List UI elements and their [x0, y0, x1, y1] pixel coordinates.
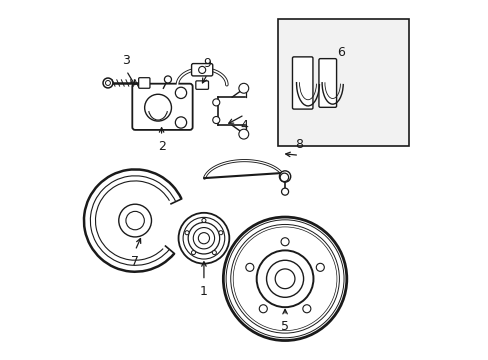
Text: 2: 2: [157, 140, 165, 153]
Circle shape: [275, 269, 294, 289]
Circle shape: [302, 305, 310, 313]
Text: 5: 5: [281, 320, 288, 333]
Circle shape: [281, 188, 288, 195]
Text: 9: 9: [203, 57, 211, 70]
Circle shape: [259, 305, 267, 313]
Circle shape: [212, 251, 216, 255]
Circle shape: [178, 213, 229, 264]
Circle shape: [281, 238, 288, 246]
Circle shape: [202, 219, 205, 222]
Circle shape: [184, 231, 189, 235]
Circle shape: [191, 251, 195, 255]
Circle shape: [212, 117, 219, 123]
Circle shape: [245, 263, 253, 271]
Text: 8: 8: [295, 138, 303, 151]
FancyBboxPatch shape: [195, 81, 208, 89]
Circle shape: [266, 260, 303, 297]
Text: 4: 4: [240, 119, 248, 132]
Circle shape: [119, 204, 151, 237]
Circle shape: [126, 211, 144, 230]
Text: 7: 7: [131, 255, 139, 267]
Circle shape: [256, 251, 313, 307]
FancyBboxPatch shape: [318, 59, 336, 107]
Circle shape: [198, 233, 209, 244]
FancyBboxPatch shape: [132, 84, 192, 130]
Text: 1: 1: [200, 285, 207, 298]
Circle shape: [164, 76, 171, 83]
FancyBboxPatch shape: [292, 57, 312, 109]
Circle shape: [144, 94, 171, 121]
Text: 6: 6: [337, 46, 345, 59]
Text: 3: 3: [122, 54, 130, 67]
Circle shape: [316, 263, 324, 271]
Circle shape: [175, 87, 186, 99]
Circle shape: [280, 173, 288, 181]
Circle shape: [188, 222, 219, 254]
Circle shape: [193, 228, 214, 249]
Bar: [278, 19, 407, 147]
Circle shape: [103, 78, 113, 88]
Circle shape: [175, 117, 186, 128]
Circle shape: [212, 99, 219, 106]
Circle shape: [218, 231, 223, 235]
Circle shape: [105, 81, 110, 85]
Circle shape: [279, 171, 290, 182]
Circle shape: [238, 83, 248, 93]
FancyBboxPatch shape: [139, 78, 150, 88]
Circle shape: [223, 217, 346, 341]
Circle shape: [238, 129, 248, 139]
Circle shape: [198, 66, 205, 73]
FancyBboxPatch shape: [191, 64, 212, 76]
